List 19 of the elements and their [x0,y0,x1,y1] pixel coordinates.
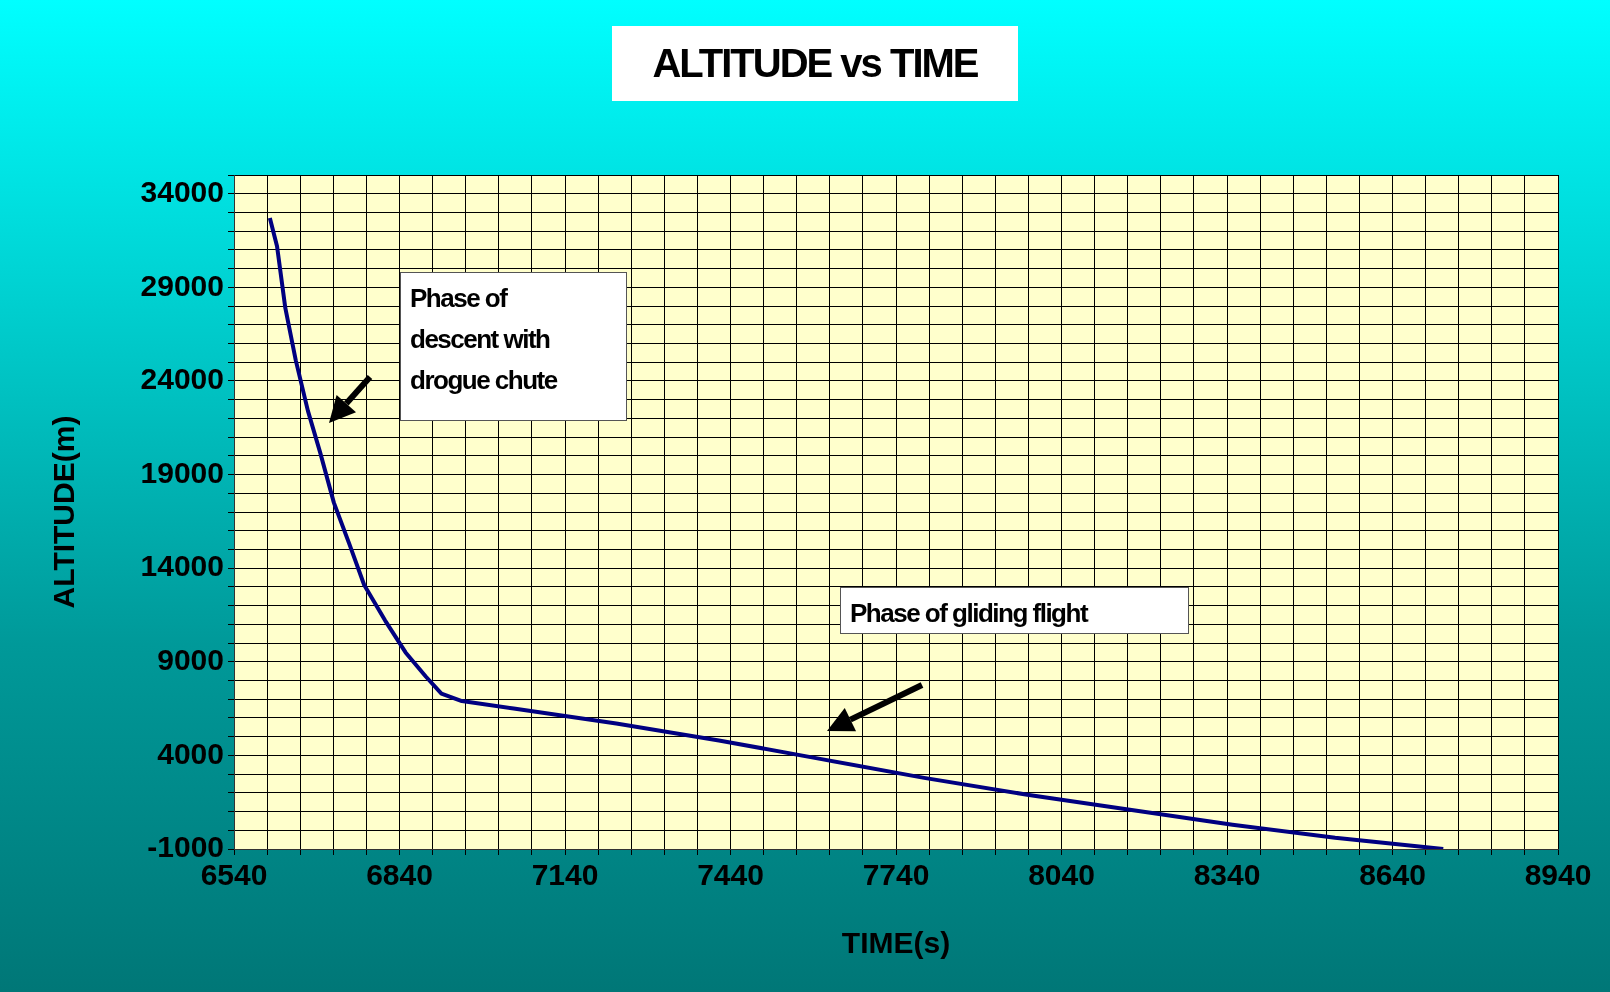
y-tick-label: 34000 [140,174,224,208]
y-tick-label: 19000 [140,455,224,489]
y-tick-label: 29000 [140,268,224,302]
chart-title: ALTITUDE vs TIME [612,26,1018,101]
x-tick-label: 8340 [1193,858,1261,892]
x-tick-label: 7740 [862,858,930,892]
x-tick-label: 8640 [1359,858,1426,892]
y-tick-label: 24000 [140,362,224,396]
x-tick-label: 7140 [531,858,599,892]
x-tick-label: 8940 [1524,858,1592,892]
x-axis-title: TIME(s) [841,926,951,960]
y-tick-label: 4000 [157,736,224,770]
y-tick-label: 14000 [140,549,224,583]
x-tick-label: 7440 [697,858,764,892]
x-tick-label: 6840 [366,858,433,892]
y-axis-title: ALTITUDE(m) [47,415,81,609]
y-tick-label: 9000 [157,643,224,677]
x-tick-label: 8040 [1028,858,1095,892]
annotation: Phase of gliding flight [849,597,1089,630]
